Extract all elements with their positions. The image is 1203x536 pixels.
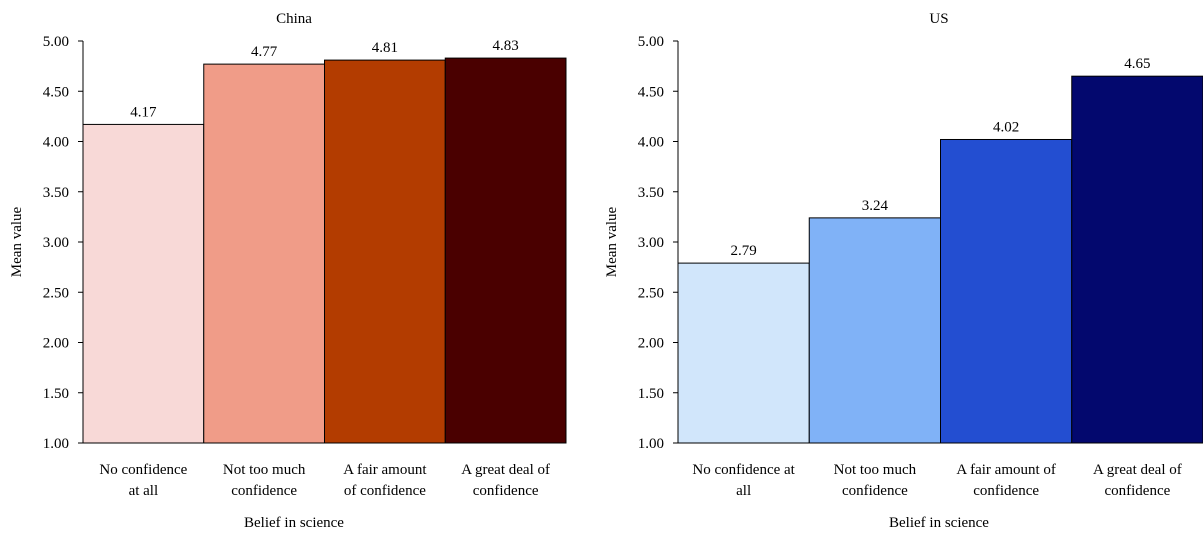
bar (82, 123, 205, 444)
data-label: 4.77 (251, 44, 278, 60)
y-tick-label: 2.00 (43, 336, 69, 352)
x-tick-label: confidence (973, 483, 1039, 499)
chart-title: US (929, 11, 948, 27)
x-tick-label: confidence (1104, 483, 1170, 499)
y-tick-label: 2.00 (638, 336, 664, 352)
x-tick-label: A fair amount (343, 462, 427, 478)
x-tick-label: A great deal of (461, 462, 550, 478)
y-tick-label: 3.50 (43, 185, 69, 201)
data-label: 4.83 (493, 38, 519, 54)
y-tick-label: 4.50 (638, 84, 664, 100)
y-tick-label: 3.00 (638, 235, 664, 251)
x-tick-label: A great deal of (1093, 462, 1182, 478)
x-tick-label: confidence (842, 483, 908, 499)
x-tick-label: No confidence at (692, 462, 795, 478)
x-tick-label: of confidence (344, 483, 426, 499)
y-axis-label: Mean value (604, 206, 620, 277)
x-tick-label: at all (129, 483, 159, 499)
y-tick-label: 3.50 (638, 185, 664, 201)
chart-title: China (276, 11, 312, 27)
y-tick-label: 3.00 (43, 235, 69, 251)
data-label: 3.24 (862, 198, 889, 214)
x-tick-label: Not too much (834, 462, 917, 478)
y-axis-label: Mean value (9, 206, 25, 277)
y-tick-label: 4.00 (43, 135, 69, 151)
x-axis-label: Belief in science (889, 515, 989, 531)
x-tick-label: A fair amount of (956, 462, 1056, 478)
y-tick-label: 1.00 (43, 436, 69, 452)
y-tick-label: 2.50 (43, 285, 69, 301)
data-label: 4.81 (372, 40, 398, 56)
bar (808, 217, 941, 444)
y-tick-label: 5.00 (638, 34, 664, 50)
data-label: 2.79 (731, 243, 757, 259)
y-tick-label: 4.00 (638, 135, 664, 151)
bar (1071, 75, 1203, 444)
bar (677, 262, 810, 444)
data-label: 4.17 (130, 104, 157, 120)
y-tick-label: 1.50 (43, 386, 69, 402)
x-tick-label: confidence (473, 483, 539, 499)
x-tick-label: No confidence (99, 462, 187, 478)
y-tick-label: 1.50 (638, 386, 664, 402)
y-tick-label: 5.00 (43, 34, 69, 50)
x-tick-label: Not too much (223, 462, 306, 478)
x-tick-label: confidence (231, 483, 297, 499)
x-tick-label: all (736, 483, 751, 499)
bar (203, 63, 325, 444)
y-tick-label: 1.00 (638, 436, 664, 452)
data-label: 4.02 (993, 119, 1019, 135)
bar (444, 57, 567, 444)
bar (324, 59, 446, 444)
y-tick-label: 4.50 (43, 84, 69, 100)
bar (940, 138, 1073, 444)
x-axis-label: Belief in science (244, 515, 344, 531)
data-label: 4.65 (1124, 56, 1150, 72)
y-tick-label: 2.50 (638, 285, 664, 301)
